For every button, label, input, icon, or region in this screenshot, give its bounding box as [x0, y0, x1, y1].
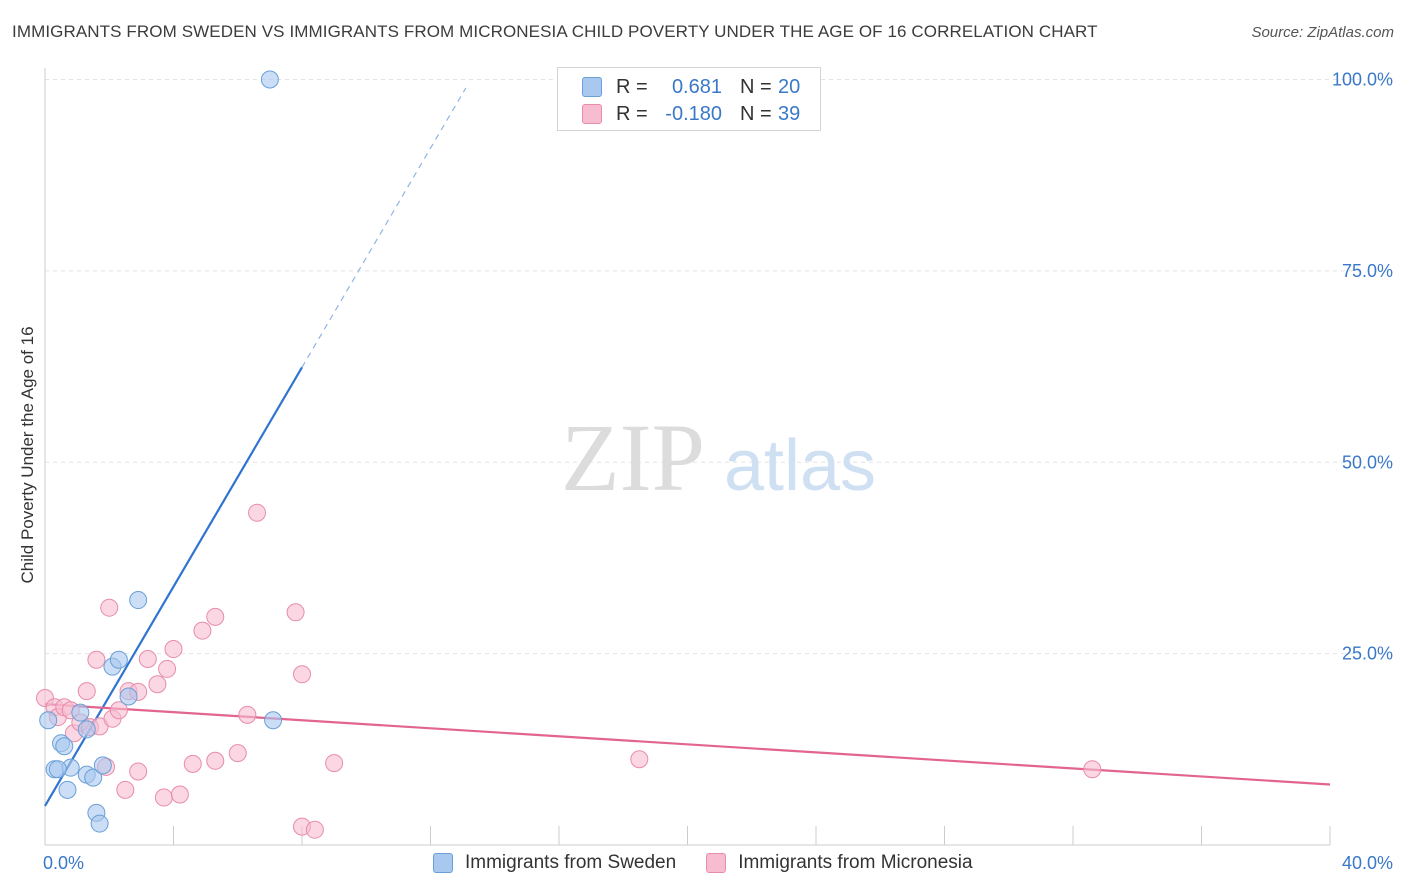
point-sweden [93, 756, 112, 775]
point-micronesia [206, 751, 225, 770]
y-tick-label: 25.0% [1342, 644, 1393, 664]
legend-r-label: R = [616, 75, 648, 98]
point-micronesia [109, 701, 128, 720]
point-micronesia [305, 820, 324, 839]
watermark: ZIP atlas [561, 404, 876, 511]
point-sweden [77, 720, 96, 739]
legend-swatch-micronesia [582, 104, 602, 124]
legend-r-value: 0.681 [671, 75, 722, 98]
series-legend-sweden[interactable]: Immigrants from Sweden [433, 852, 676, 874]
legend-row-micronesia: R = -0.180 N = 39 [582, 102, 800, 126]
x-tick-label: 40.0% [1342, 853, 1393, 873]
source-label: Source: ZipAtlas.com [1251, 24, 1394, 41]
point-micronesia [129, 762, 148, 781]
point-micronesia [206, 607, 225, 626]
point-micronesia [193, 621, 212, 640]
legend-r-value: -0.180 [665, 102, 722, 125]
legend-r-label: R = [616, 102, 648, 125]
legend-row-sweden: R = 0.681 N = 20 [582, 75, 800, 99]
series-swatch-sweden [433, 853, 453, 873]
legend-n-value: 20 [778, 75, 801, 98]
point-sweden [260, 70, 279, 89]
point-sweden [90, 814, 109, 833]
legend-swatch-sweden [582, 77, 602, 97]
point-micronesia [154, 788, 173, 807]
y-tick-label: 50.0% [1342, 452, 1393, 472]
point-micronesia [248, 503, 267, 522]
watermark-atlas: atlas [724, 426, 876, 506]
point-micronesia [293, 665, 311, 684]
point-micronesia [148, 675, 167, 694]
point-sweden [55, 737, 74, 756]
legend-n-label: N = [740, 102, 772, 125]
correlation-legend: R = 0.681 N = 20 R = -0.180 N = 39 [557, 67, 821, 131]
point-sweden [264, 711, 283, 730]
point-sweden [84, 768, 103, 787]
series-label-micronesia: Immigrants from Micronesia [738, 852, 973, 873]
point-micronesia [170, 785, 189, 804]
point-sweden [71, 703, 90, 722]
y-tick-label: 100.0% [1332, 70, 1393, 90]
point-micronesia [100, 598, 119, 617]
point-sweden [48, 760, 67, 779]
series-swatch-micronesia [706, 853, 727, 873]
point-micronesia [286, 603, 305, 622]
point-micronesia [158, 659, 177, 678]
point-micronesia [164, 640, 183, 659]
watermark-zip: ZIP [561, 404, 705, 511]
gridlines [45, 79, 1365, 655]
data-points [36, 70, 1102, 839]
x-tick-label: 0.0% [43, 853, 84, 873]
point-micronesia [228, 744, 247, 763]
series-label-sweden: Immigrants from Sweden [465, 852, 677, 873]
point-micronesia [238, 705, 257, 724]
point-sweden [119, 687, 138, 706]
series-legend-micronesia[interactable]: Immigrants from Micronesia [706, 852, 973, 874]
point-sweden [39, 711, 58, 730]
point-micronesia [77, 682, 96, 701]
point-micronesia [138, 649, 157, 668]
point-micronesia [325, 754, 344, 773]
trend-line-sweden [44, 366, 303, 807]
point-micronesia [116, 780, 135, 799]
legend-n-value: 39 [778, 102, 801, 125]
legend-n-label: N = [740, 75, 772, 98]
point-sweden [129, 591, 148, 610]
trend-line-micronesia [44, 703, 1331, 786]
series-legend: Immigrants from Sweden Immigrants from M… [433, 852, 1003, 874]
point-micronesia [630, 750, 649, 769]
tick-labels: 25.0% 50.0% 75.0% 100.0% 0.0% 40.0% [43, 70, 1393, 874]
point-sweden [58, 780, 77, 799]
y-tick-label: 75.0% [1342, 261, 1393, 281]
point-micronesia [183, 754, 202, 773]
point-sweden [109, 650, 128, 669]
point-micronesia [1083, 760, 1102, 779]
trend-line-sweden-extension [301, 87, 467, 368]
point-micronesia [87, 650, 106, 669]
chart-title: IMMIGRANTS FROM SWEDEN VS IMMIGRANTS FRO… [12, 22, 1098, 41]
